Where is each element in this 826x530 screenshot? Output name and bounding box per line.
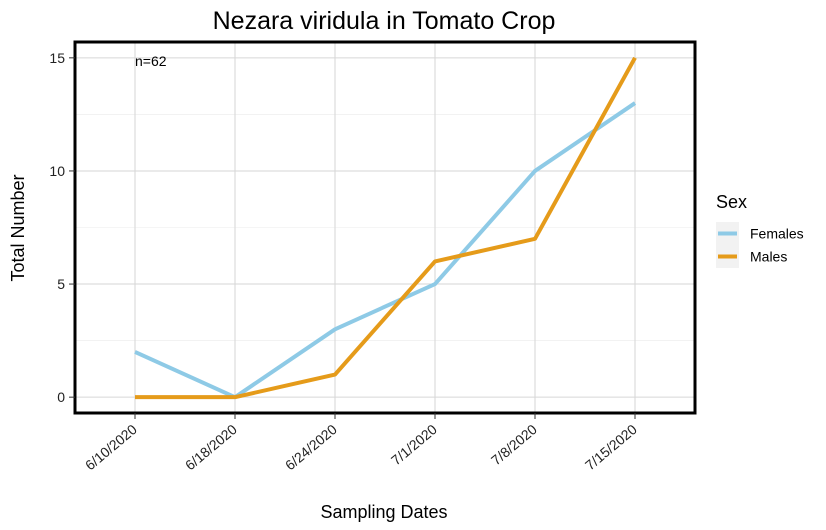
legend-label-males: Males	[750, 249, 787, 265]
y-tick-label: 0	[57, 389, 65, 405]
x-tick-label: 7/15/2020	[582, 421, 640, 473]
x-tick-label: 7/1/2020	[388, 421, 440, 468]
plot-border	[73, 40, 697, 415]
legend-title: Sex	[716, 192, 747, 212]
legend-label-females: Females	[750, 226, 804, 242]
y-axis-title: Total Number	[8, 174, 28, 281]
grid	[75, 42, 695, 413]
x-axis-ticks: 6/10/2020 6/18/2020 6/24/2020 7/1/2020 7/8/2…	[82, 413, 640, 473]
y-tick-label: 5	[57, 276, 65, 292]
x-axis-title: Sampling Dates	[320, 502, 447, 522]
x-tick-label: 6/10/2020	[82, 421, 140, 473]
sample-size-annotation: n=62	[135, 53, 167, 69]
y-tick-label: 15	[49, 50, 65, 66]
series-line-females	[134, 101, 637, 400]
chart-title: Nezara viridula in Tomato Crop	[213, 7, 556, 35]
series-line-males	[135, 56, 637, 400]
y-axis-ticks: 0 5 10 15	[49, 50, 75, 405]
x-tick-label: 6/24/2020	[282, 421, 340, 473]
x-tick-label: 6/18/2020	[182, 421, 240, 473]
x-tick-label: 7/8/2020	[488, 421, 540, 468]
series-lines	[134, 56, 637, 400]
y-tick-label: 10	[49, 163, 65, 179]
legend: Sex Females Males	[716, 192, 804, 268]
